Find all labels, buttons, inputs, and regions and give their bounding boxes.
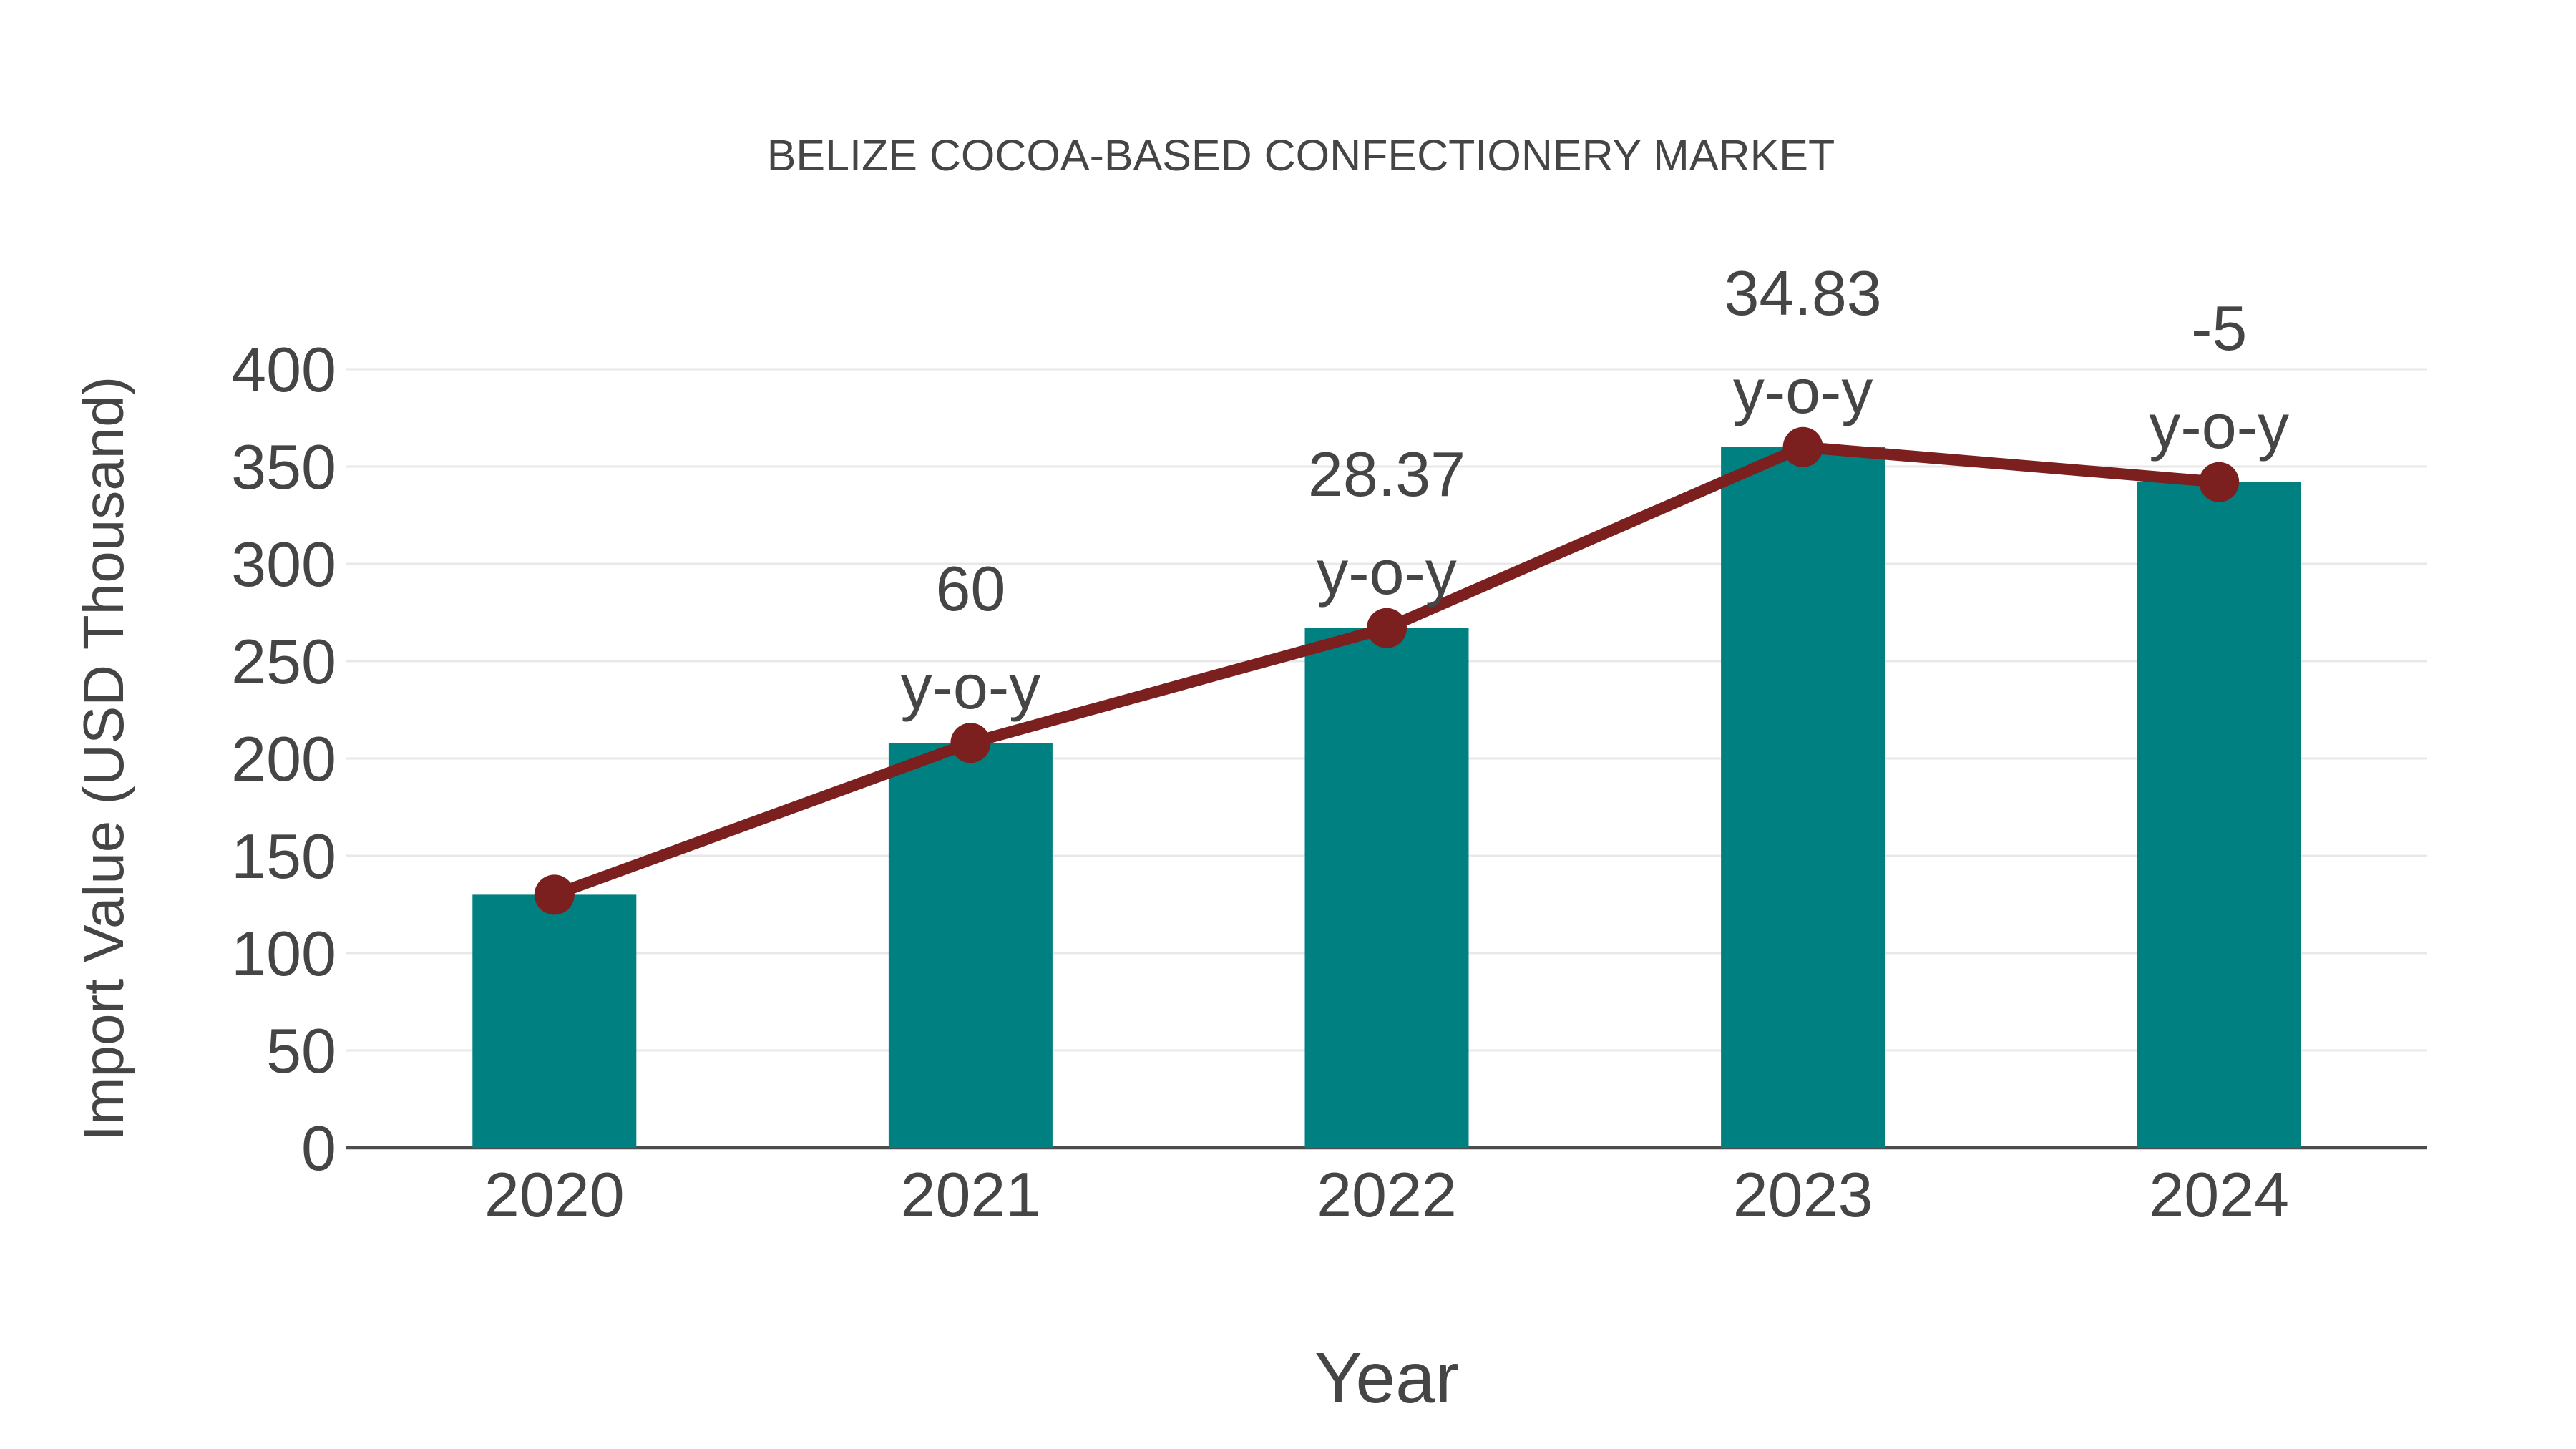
annotation-yoy: y-o-y [1733,356,1873,426]
y-tick-label: 300 [231,529,336,600]
y-tick-label: 50 [266,1015,336,1086]
bar [888,743,1053,1148]
trend-marker [950,723,991,763]
y-tick-label: 350 [231,431,336,502]
bar [1304,628,1469,1148]
trend-marker [2199,462,2240,502]
annotation-yoy: y-o-y [2149,391,2289,462]
trend-marker [534,874,575,915]
annotation-yoy: y-o-y [901,651,1041,722]
x-tick-label: 2024 [2149,1159,2289,1230]
chart-title: BELIZE COCOA-BASED CONFECTIONERY MARKET [767,131,1835,180]
bar [472,894,637,1148]
y-tick-label: 250 [231,626,336,697]
x-tick-label: 2022 [1317,1159,1457,1230]
annotation-value: 34.83 [1724,258,1881,328]
y-axis-label: Import Value (USD Thousand) [72,376,135,1141]
trend-marker [1367,608,1407,648]
x-tick-labels: 2020 2021 2022 2023 2024 [484,1159,2289,1230]
y-tick-labels: 0 50 100 150 200 250 300 350 400 [231,334,336,1184]
trend-marker [1782,426,1823,467]
bar [1721,447,1885,1148]
x-axis-label: Year [1314,1338,1459,1418]
x-tick-label: 2020 [484,1159,625,1230]
annotation-value: 28.37 [1308,439,1465,509]
x-tick-label: 2023 [1733,1159,1873,1230]
x-tick-label: 2021 [901,1159,1041,1230]
annotation-value: 60 [935,553,1005,624]
trend-line [534,426,2240,915]
y-tick-label: 0 [301,1113,336,1184]
bar [2137,482,2301,1148]
y-tick-label: 200 [231,723,336,794]
y-tick-label: 400 [231,334,336,405]
annotation-yoy: y-o-y [1317,537,1457,608]
bars [472,447,2301,1148]
annotation-value: -5 [2191,293,2247,364]
y-tick-label: 100 [231,918,336,989]
annotations: 60 y-o-y 28.37 y-o-y 34.83 y-o-y -5 y-o-y [901,258,2289,722]
y-tick-label: 150 [231,821,336,892]
